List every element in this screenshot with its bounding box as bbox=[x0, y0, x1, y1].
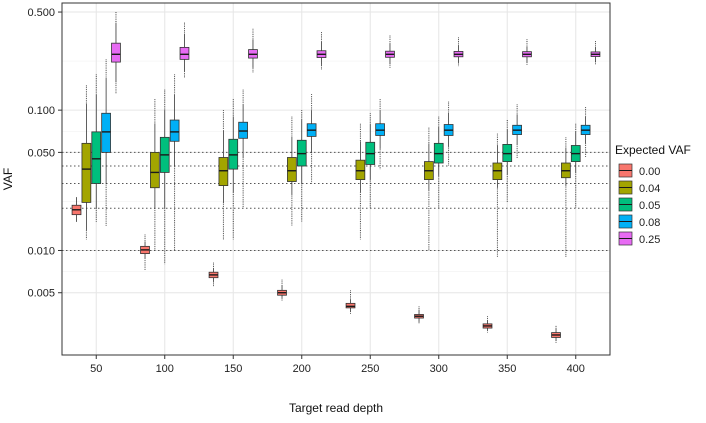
box bbox=[179, 46, 190, 60]
plot-panel-border bbox=[61, 2, 611, 356]
legend-label: 0.25 bbox=[639, 234, 660, 246]
box-group bbox=[414, 306, 424, 324]
x-tick-label: 400 bbox=[567, 363, 585, 375]
box bbox=[91, 131, 102, 184]
x-tick-label: 100 bbox=[156, 363, 174, 375]
box bbox=[218, 157, 229, 186]
box-group bbox=[140, 234, 150, 271]
x-tick-label: 300 bbox=[430, 363, 448, 375]
box-group bbox=[375, 99, 385, 170]
box-group bbox=[424, 127, 434, 251]
box-group bbox=[248, 28, 258, 73]
legend: Expected VAF 0.00 0.04 0.05 0.08 0.25 bbox=[615, 143, 691, 246]
box-group bbox=[238, 89, 248, 209]
y-tick-label: 0.500 bbox=[27, 7, 55, 19]
x-tick-label: 250 bbox=[361, 363, 379, 375]
box-group bbox=[111, 12, 121, 95]
box-group bbox=[159, 89, 170, 265]
box bbox=[345, 302, 356, 309]
box-group bbox=[355, 123, 366, 240]
box bbox=[287, 157, 297, 182]
box bbox=[169, 119, 180, 142]
box-group bbox=[590, 41, 601, 65]
legend-label: 0.00 bbox=[639, 166, 660, 178]
box-group bbox=[443, 101, 454, 166]
box-group bbox=[522, 39, 532, 65]
box bbox=[355, 159, 366, 180]
box-group bbox=[512, 104, 522, 159]
x-tick-label: 350 bbox=[498, 363, 516, 375]
box bbox=[150, 151, 160, 189]
x-tick-label: 200 bbox=[293, 363, 311, 375]
boxplots bbox=[71, 12, 601, 343]
y-axis-title: VAF bbox=[1, 168, 15, 190]
y-tick-label: 0.010 bbox=[27, 245, 55, 257]
box-group bbox=[277, 279, 287, 301]
box-group bbox=[91, 74, 102, 222]
box bbox=[101, 112, 111, 153]
legend-title: Expected VAF bbox=[615, 143, 691, 157]
box-group bbox=[150, 99, 160, 251]
legend-label: 0.04 bbox=[639, 183, 660, 195]
x-tick-label: 150 bbox=[224, 363, 242, 375]
box-group bbox=[453, 37, 464, 67]
box bbox=[111, 42, 121, 63]
y-tick-label: 0.100 bbox=[27, 105, 55, 117]
legend-items: 0.00 0.04 0.05 0.08 0.25 bbox=[618, 163, 660, 246]
box-group bbox=[482, 316, 493, 333]
box-group bbox=[208, 262, 219, 287]
box-group bbox=[71, 197, 82, 222]
box-group bbox=[316, 32, 327, 70]
box-group bbox=[218, 110, 229, 240]
box-group bbox=[433, 116, 444, 209]
box-group bbox=[345, 290, 356, 315]
box-group bbox=[306, 94, 317, 184]
x-axis-title: Target read depth bbox=[289, 401, 383, 415]
box-group bbox=[179, 22, 190, 78]
box-group bbox=[81, 85, 92, 240]
box-group bbox=[580, 107, 591, 158]
box bbox=[81, 142, 92, 203]
y-tick-label: 0.050 bbox=[27, 147, 55, 159]
legend-label: 0.08 bbox=[639, 217, 660, 229]
box-group bbox=[287, 116, 297, 226]
box-group bbox=[296, 110, 307, 222]
box-group bbox=[502, 120, 513, 203]
box-group bbox=[551, 325, 561, 343]
box-group bbox=[228, 99, 239, 240]
reference-lines bbox=[62, 151, 610, 251]
legend-label: 0.05 bbox=[639, 200, 660, 212]
x-tick-label: 50 bbox=[90, 363, 102, 375]
box bbox=[238, 121, 248, 139]
box-group bbox=[385, 35, 395, 68]
box-group bbox=[169, 74, 180, 251]
axes: 0.005 0.010 0.050 0.100 0.500 50 100 150 200 250 3… bbox=[27, 7, 584, 375]
y-tick-label: 0.005 bbox=[27, 288, 55, 300]
box-group bbox=[365, 113, 376, 209]
box-group bbox=[561, 137, 571, 257]
box-group bbox=[492, 133, 503, 257]
box-group bbox=[101, 59, 111, 226]
box-group bbox=[570, 123, 581, 209]
